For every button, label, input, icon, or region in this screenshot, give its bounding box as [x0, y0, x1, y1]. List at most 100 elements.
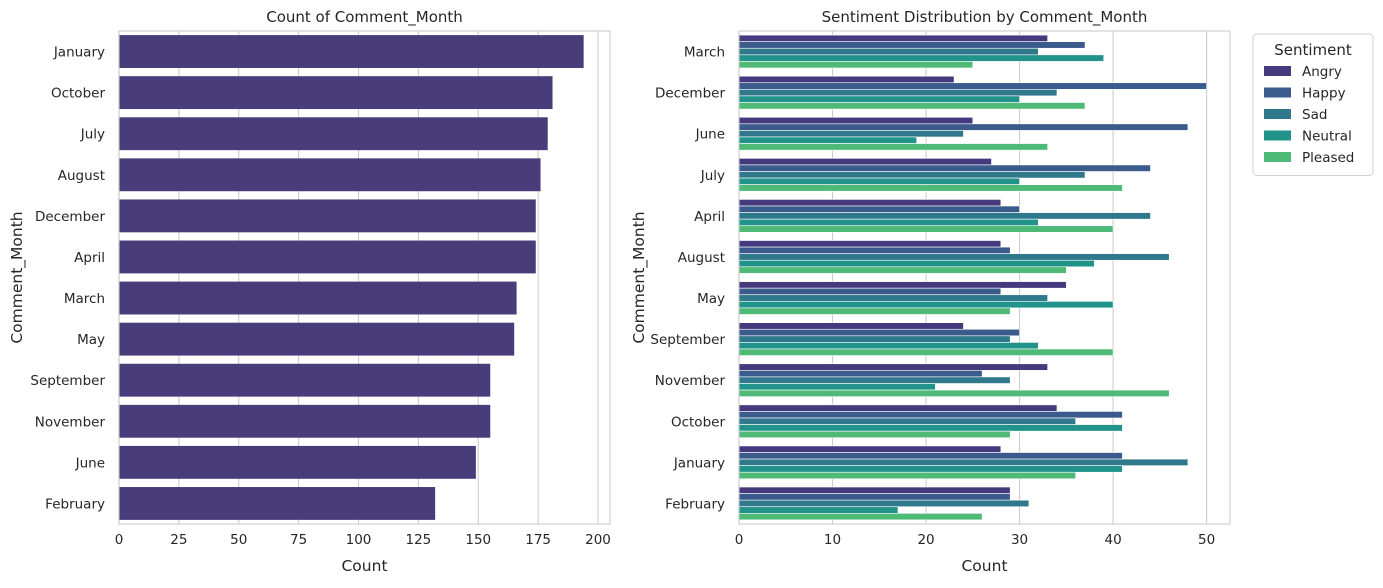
bar-pleased-october [738, 430, 1011, 439]
bar-neutral-november [738, 383, 936, 391]
plot-frame [118, 30, 611, 525]
legend-swatch-happy [1264, 87, 1291, 98]
bar-sad-april [738, 212, 1151, 220]
bar-october [119, 76, 553, 110]
bar-angry-february [738, 486, 1011, 494]
bar-angry-january [738, 445, 1002, 453]
bar-angry-april [738, 199, 1002, 207]
x-tick-label: 0 [735, 532, 744, 548]
bar-angry-august [738, 240, 1002, 248]
bar-happy-july [738, 164, 1151, 172]
legend-label-happy: Happy [1302, 86, 1346, 102]
bar-sad-october [738, 417, 1076, 425]
y-tick-label: September [30, 373, 105, 389]
bar-january [119, 35, 584, 68]
bar-happy-november [738, 370, 983, 378]
bar-neutral-may [738, 301, 1114, 309]
bar-happy-june [738, 123, 1189, 131]
legend-swatch-angry [1264, 66, 1291, 76]
x-tick-label: 25 [170, 532, 187, 548]
legend-label-sad: Sad [1302, 107, 1327, 123]
y-tick-label: October [671, 414, 725, 430]
y-tick-label: December [655, 86, 725, 102]
y-tick-label: August [678, 250, 725, 266]
y-tick-label: March [64, 291, 105, 307]
bar-sad-march [738, 47, 1039, 56]
legend: Sentiment Angry Happy Sad Neutral Pleased [1252, 33, 1374, 176]
bar-happy-january [738, 452, 1123, 460]
x-tick-label: 75 [290, 532, 307, 548]
x-tick-label: 30 [1011, 532, 1028, 548]
x-tick-label: 200 [585, 532, 611, 548]
x-tick-label: 10 [824, 532, 841, 548]
y-tick-label: February [45, 496, 105, 512]
y-tick-label: January [673, 455, 725, 471]
legend-swatch-sad [1264, 109, 1291, 119]
bar-angry-march [738, 34, 1048, 42]
legend-label-neutral: Neutral [1302, 129, 1352, 145]
x-tick-label: 100 [346, 532, 372, 548]
bar-happy-october [738, 411, 1123, 419]
bar-pleased-april [738, 225, 1114, 233]
chart-title: Count of Comment_Month [266, 8, 463, 27]
x-tick-label: 125 [405, 532, 431, 548]
y-tick-label: September [650, 332, 725, 348]
bar-happy-april [738, 205, 1020, 213]
legend-title: Sentiment [1274, 41, 1352, 59]
legend-label-angry: Angry [1302, 64, 1342, 80]
bar-neutral-january [738, 465, 1123, 473]
subplot-2: 0 10 20 30 40 50 March December June July April Aug… [630, 8, 1374, 575]
bar-angry-december [738, 75, 955, 84]
y-tick-label: June [75, 455, 105, 471]
bar-september [119, 363, 491, 397]
bar-pleased-january [738, 471, 1076, 480]
bar-pleased-june [738, 143, 1048, 151]
bar-sad-november [738, 376, 1011, 384]
x-tick-label: 50 [230, 532, 247, 548]
plot-frame [738, 30, 1231, 525]
x-tick-label: 0 [115, 532, 124, 548]
bar-neutral-february [738, 506, 899, 514]
bar-pleased-august [738, 266, 1067, 274]
bar-pleased-february [738, 513, 983, 521]
legend-swatch-pleased [1264, 152, 1291, 162]
bar-neutral-september [738, 342, 1039, 350]
bar-april [119, 240, 536, 274]
x-tick-label: 175 [525, 532, 551, 548]
x-tick-label: 20 [917, 532, 934, 548]
bar-pleased-september [738, 348, 1114, 356]
bar-neutral-october [738, 424, 1123, 432]
bar-sad-december [738, 89, 1058, 97]
bar-august [119, 158, 541, 192]
y-tick-label: March [684, 45, 725, 61]
bar-sad-may [738, 294, 1048, 302]
bar-angry-july [738, 158, 992, 166]
x-tick-label: 150 [465, 532, 491, 548]
bar-happy-march [738, 41, 1086, 49]
y-tick-label: May [77, 332, 105, 348]
subplot-1: 0 25 50 75 100 125 150 175 200 January October July… [8, 8, 611, 575]
bar-happy-august [738, 246, 1011, 254]
bar-neutral-april [738, 218, 1039, 227]
y-tick-label: August [58, 168, 105, 184]
bar-pleased-march [738, 61, 974, 69]
bar-june [119, 445, 476, 479]
bar-happy-february [738, 493, 1011, 501]
bar-neutral-march [738, 54, 1105, 62]
bar-angry-may [738, 281, 1067, 289]
y-tick-label: July [80, 127, 105, 143]
bar-pleased-november [738, 389, 1170, 397]
bar-happy-september [738, 328, 1020, 337]
bar-sad-february [738, 499, 1030, 508]
chart-title: Sentiment Distribution by Comment_Month [822, 8, 1148, 27]
y-tick-label: January [53, 45, 105, 61]
bar-pleased-december [738, 102, 1086, 110]
bar-happy-december [738, 82, 1207, 90]
bar-neutral-august [738, 259, 1095, 268]
bar-march [119, 281, 517, 315]
bar-neutral-july [738, 177, 1020, 185]
x-tick-label: 50 [1198, 532, 1215, 548]
bar-angry-september [738, 322, 964, 330]
y-tick-label: November [35, 414, 106, 430]
